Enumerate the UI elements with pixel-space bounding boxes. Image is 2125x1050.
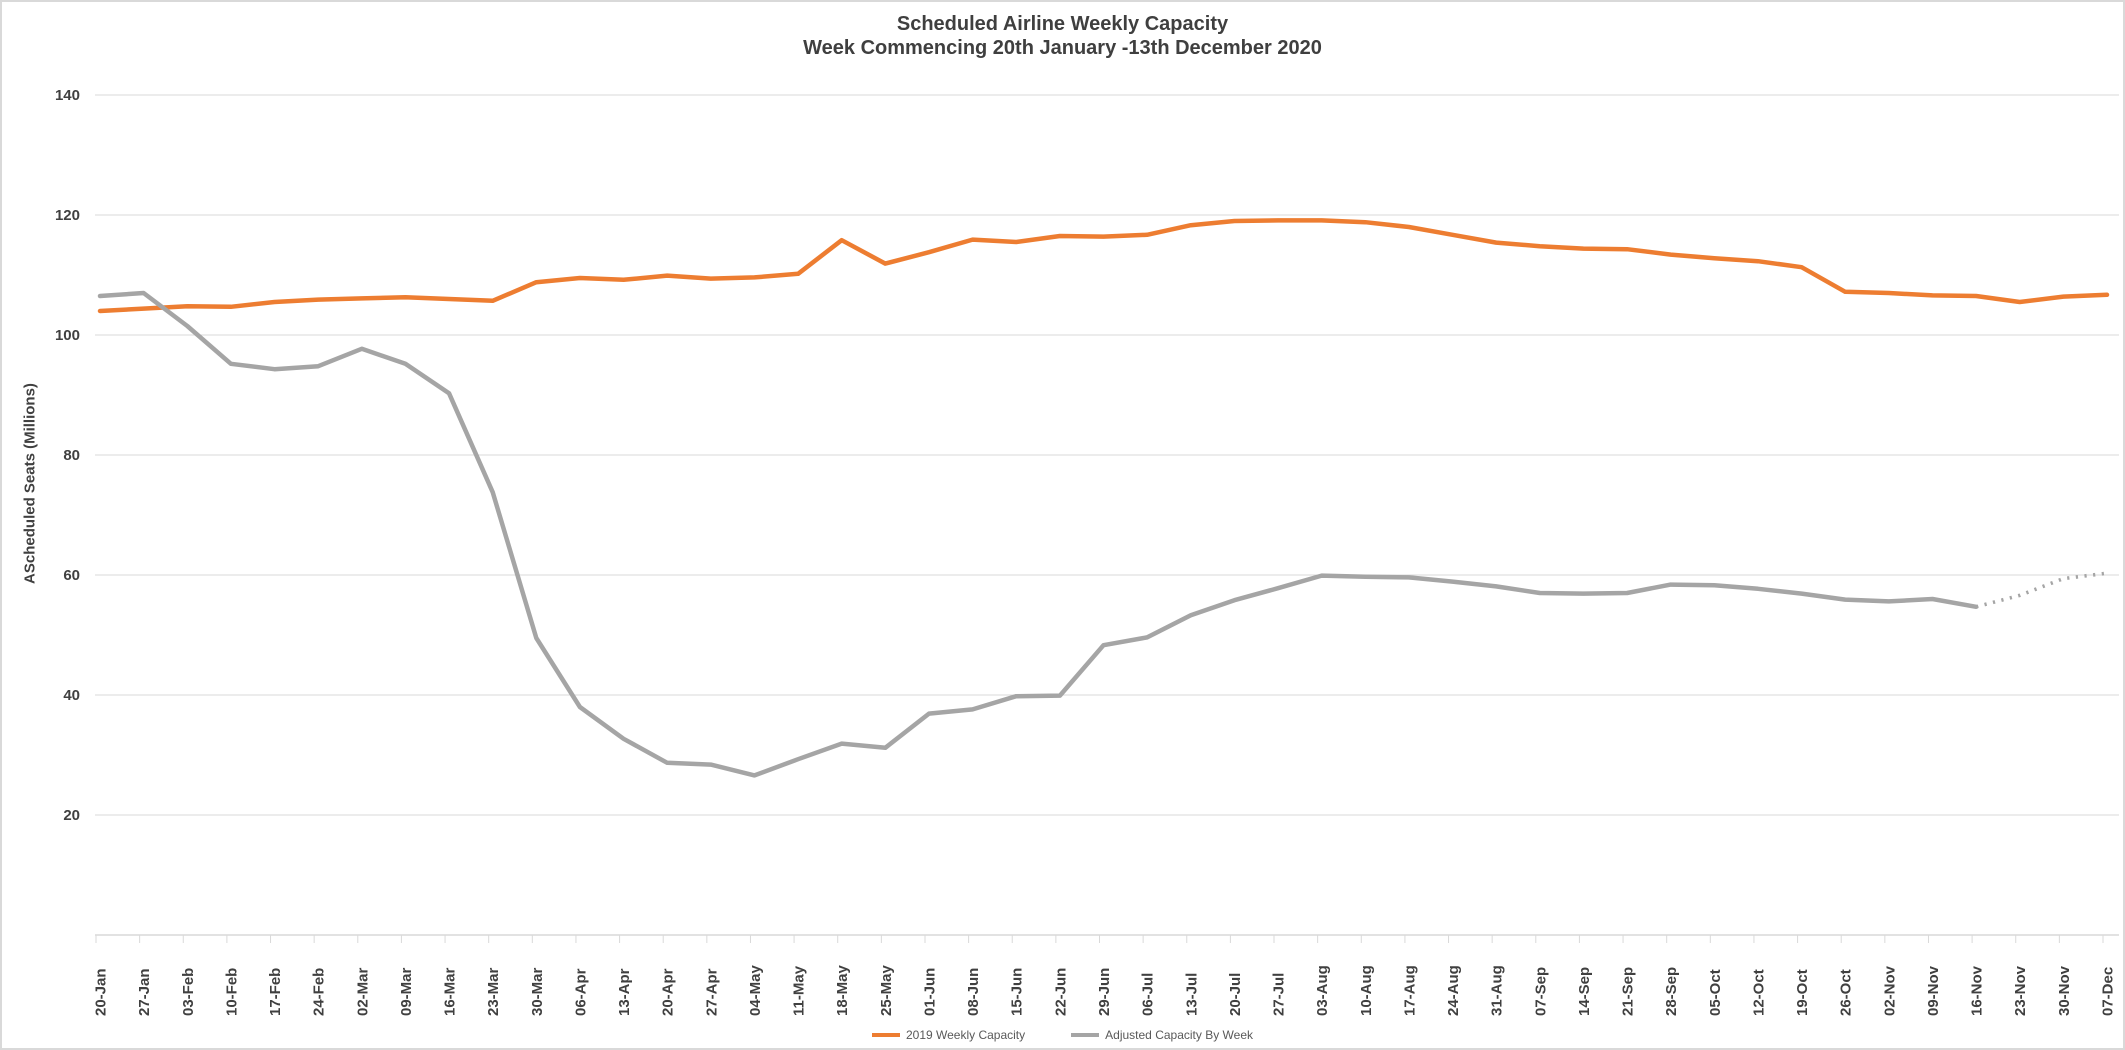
x-tick-label: 23-Mar — [485, 967, 502, 1016]
x-tick-label: 20-Apr — [660, 968, 677, 1016]
x-tick-label: 12-Oct — [1750, 969, 1767, 1016]
x-tick-label: 30-Nov — [2056, 965, 2073, 1016]
x-tick-label: 14-Sep — [1576, 967, 1593, 1016]
x-tick-label: 23-Nov — [2012, 965, 2029, 1016]
x-tick-label: 29-Jun — [1096, 968, 1113, 1016]
y-tick-label: 60 — [63, 567, 80, 584]
legend: 2019 Weekly Capacity Adjusted Capacity B… — [2, 1028, 2123, 1042]
chart-title-line2: Week Commencing 20th January -13th Decem… — [803, 37, 1322, 59]
x-tick-label: 02-Mar — [354, 967, 371, 1016]
x-tick-label: 03-Aug — [1314, 965, 1331, 1016]
x-tick-label: 06-Apr — [572, 968, 589, 1016]
x-tick-label: 10-Feb — [223, 968, 240, 1016]
x-tick-label: 13-Apr — [616, 968, 633, 1016]
x-tick-label: 15-Jun — [1009, 968, 1026, 1016]
y-tick-label: 140 — [55, 87, 80, 104]
x-tick-label: 04-May — [747, 964, 764, 1016]
y-tick-label: 40 — [63, 687, 80, 704]
x-tick-label: 27-Jan — [136, 968, 153, 1016]
x-tick-label: 06-Jul — [1140, 973, 1157, 1016]
x-tick-label: 30-Mar — [529, 967, 546, 1016]
x-tick-label: 21-Sep — [1620, 967, 1637, 1016]
legend-swatch-adjusted-line — [1071, 1033, 1100, 1037]
chart-title-line1: Scheduled Airline Weekly Capacity — [896, 13, 1229, 35]
y-tick-label: 80 — [63, 447, 80, 464]
x-tick-label: 02-Nov — [1881, 965, 1898, 1016]
chart-title: Scheduled Airline Weekly Capacity Week C… — [2, 12, 2123, 60]
legend-label-2019: 2019 Weekly Capacity — [905, 1028, 1026, 1042]
x-tick-label: 09-Nov — [1925, 965, 1942, 1016]
x-tick-label: 05-Oct — [1707, 969, 1724, 1016]
x-tick-label: 20-Jan — [93, 968, 110, 1016]
legend-item-2019-weekly-capacity: 2019 Weekly Capacity — [871, 1028, 1026, 1042]
x-tick-label: 13-Jul — [1183, 973, 1200, 1016]
x-tick-label: 25-May — [878, 964, 895, 1016]
x-tick-label: 08-Jun — [965, 968, 982, 1016]
x-tick-label: 16-Mar — [442, 967, 459, 1016]
x-tick-label: 01-Jun — [921, 968, 938, 1016]
x-tick-label: 16-Nov — [1969, 965, 1986, 1016]
legend-swatch-2019-line — [871, 1033, 900, 1037]
y-tick-label: 20 — [63, 807, 80, 824]
x-tick-label: 09-Mar — [398, 967, 415, 1016]
x-tick-label: 19-Oct — [1794, 969, 1811, 1016]
x-tick-label: 17-Aug — [1401, 965, 1418, 1016]
x-tick-label: 20-Jul — [1227, 973, 1244, 1016]
x-tick-label: 24-Feb — [311, 968, 328, 1016]
legend-item-adjusted-capacity: Adjusted Capacity By Week — [1071, 1028, 1253, 1042]
series-line-2019-weekly-capacity — [97, 218, 2110, 314]
x-tick-label: 26-Oct — [1838, 969, 1855, 1016]
x-tick-label: 31-Aug — [1489, 965, 1506, 1016]
x-tick-label: 22-Jun — [1052, 968, 1069, 1016]
series-line-adjusted-capacity-solid — [97, 290, 1979, 778]
x-tick-label: 28-Sep — [1663, 967, 1680, 1016]
y-tick-label: 120 — [55, 207, 80, 224]
x-tick-label: 27-Apr — [703, 968, 720, 1016]
x-tick-label: 07-Sep — [1532, 967, 1549, 1016]
x-tick-label: 18-May — [834, 964, 851, 1016]
legend-label-adjusted: Adjusted Capacity By Week — [1105, 1028, 1254, 1042]
y-tick-label: 100 — [55, 327, 80, 344]
x-tick-label: 10-Aug — [1358, 965, 1375, 1016]
x-tick-label: 24-Aug — [1445, 965, 1462, 1016]
x-tick-label: 07-Dec — [2100, 967, 2117, 1016]
x-tick-label: 17-Feb — [267, 968, 284, 1016]
series-line-adjusted-capacity-dotted-forecast — [1975, 571, 2108, 609]
x-tick-label: 27-Jul — [1271, 973, 1288, 1016]
x-tick-label: 03-Feb — [180, 968, 197, 1016]
x-tick-label: 11-May — [791, 965, 808, 1016]
